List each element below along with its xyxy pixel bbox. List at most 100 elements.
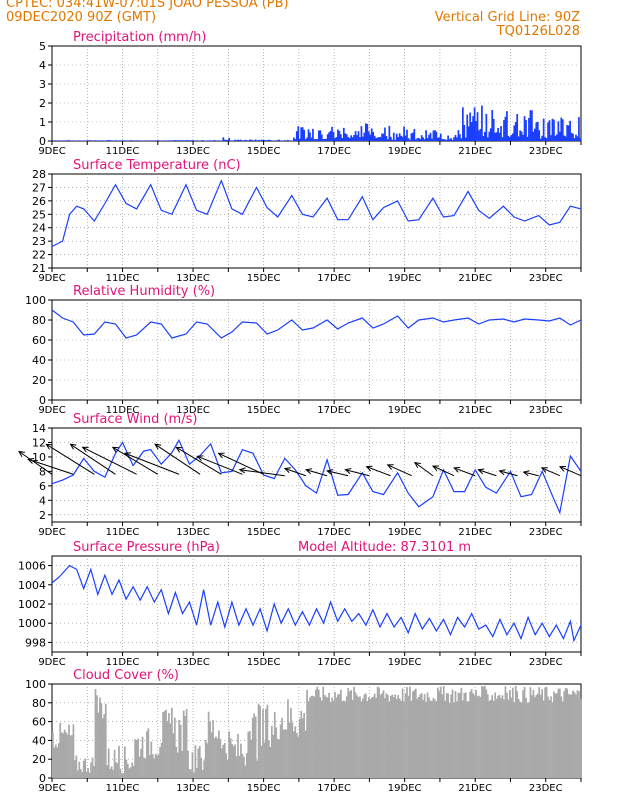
precip-bar [372, 131, 375, 141]
cloud-bar [550, 696, 552, 778]
precip-bar [519, 130, 521, 141]
y-tick-label: 8 [39, 465, 46, 478]
y-tick-label: 28 [32, 168, 46, 181]
y-tick-label: 3 [39, 78, 46, 91]
precip-bar [482, 136, 485, 141]
cloud-bar [207, 711, 210, 778]
y-tick-label: 4 [39, 494, 46, 507]
precip-bar [84, 140, 87, 141]
cloud-bar [417, 696, 420, 778]
cloud-bar [572, 690, 574, 778]
cloud-bar [125, 759, 128, 778]
cloud-bar [470, 689, 473, 778]
precip-bar [320, 134, 323, 141]
x-tick-label: 21DEC [458, 405, 492, 416]
cloud-bar [194, 745, 197, 778]
precip-bar [516, 114, 519, 141]
precip-bar [106, 140, 109, 141]
x-tick-label: 9DEC [38, 405, 65, 416]
cloud-bar [263, 742, 266, 778]
x-tick-label: 13DEC [176, 405, 210, 416]
cloud-bar [163, 711, 166, 778]
precip-bar [357, 131, 360, 141]
cloud-bar [517, 699, 520, 778]
precip-bar [423, 139, 426, 141]
cloud-bar [536, 693, 539, 778]
precip-bar [556, 134, 558, 141]
cloud-bar [290, 707, 292, 778]
wind-arrow [176, 446, 222, 475]
cloud-bar [132, 765, 135, 778]
precip-bar [388, 125, 391, 141]
cloud-bar [292, 731, 295, 778]
precip-bar [510, 134, 513, 141]
plot-frame [51, 299, 582, 401]
precip-bar [194, 140, 197, 141]
cloud-bar [360, 701, 363, 778]
y-tick-label: 5 [39, 40, 46, 53]
precip-bar [409, 139, 411, 141]
panel-0: 0 1 2 3 4 5 9DEC 11DEC 13DEC 15DEC 17DEC 19DEC 21DEC… [38, 30, 582, 157]
cloud-bar [298, 718, 301, 778]
cloud-bar [448, 702, 451, 778]
x-tick-label: 21DEC [458, 657, 492, 668]
precip-bar [173, 140, 176, 141]
y-tick-label: 24 [32, 222, 46, 235]
cloud-bar [461, 700, 464, 778]
cloud-bar [115, 762, 117, 778]
precip-bar [426, 137, 429, 141]
x-tick-label: 17DEC [317, 783, 351, 794]
cloud-bar [206, 743, 209, 778]
precip-bar [489, 128, 492, 141]
precip-bar [394, 139, 397, 141]
cloud-bar [184, 715, 186, 778]
cloud-bar [109, 768, 112, 778]
cloud-bar [287, 699, 289, 778]
precip-bar [369, 134, 372, 141]
precip-bar [190, 140, 192, 141]
precip-bar [269, 140, 272, 141]
y-tick-label: 27 [32, 181, 46, 194]
precip-bar [301, 127, 304, 141]
cloud-bar [531, 695, 533, 778]
wind-arrow [523, 471, 539, 477]
precip-bar [425, 130, 427, 141]
wind-arrow-head [175, 446, 183, 453]
cloud-bar [309, 697, 311, 778]
cloud-bar [322, 686, 325, 778]
x-tick-label: 13DEC [176, 273, 210, 284]
precip-bar [475, 120, 477, 141]
cloud-bar [501, 695, 504, 778]
precip-bar [414, 139, 417, 141]
wind-arrow-head [283, 467, 291, 474]
precip-bar [337, 129, 339, 141]
cloud-bar [147, 728, 150, 778]
wind-arrow-head [477, 468, 485, 475]
precip-bar [304, 139, 307, 141]
cloud-bar [126, 763, 129, 778]
precip-bar [469, 112, 472, 141]
precip-bar [438, 137, 441, 141]
y-tick-label: 0 [39, 394, 46, 407]
cloud-bar [334, 692, 336, 778]
cloud-bar [241, 753, 244, 778]
precip-bar [547, 122, 549, 141]
precip-bar [407, 138, 410, 141]
cloud-bar [342, 700, 345, 778]
precip-bar [436, 137, 439, 141]
series-line [51, 438, 582, 515]
x-tick-label: 13DEC [176, 146, 210, 157]
wind-arrow-head [326, 469, 334, 476]
precip-bar [476, 112, 479, 141]
cloud-bar [428, 697, 430, 778]
precip-bar [536, 121, 539, 141]
cloud-bar [441, 694, 444, 778]
cloud-bar [96, 695, 98, 778]
cloud-bar [62, 733, 65, 778]
precip-bar [109, 140, 112, 141]
wind-arrow-head [413, 461, 421, 469]
cloud-bar [93, 765, 95, 778]
cloud-bar [454, 691, 457, 778]
precip-bar [251, 140, 254, 141]
precip-bar [313, 139, 316, 141]
